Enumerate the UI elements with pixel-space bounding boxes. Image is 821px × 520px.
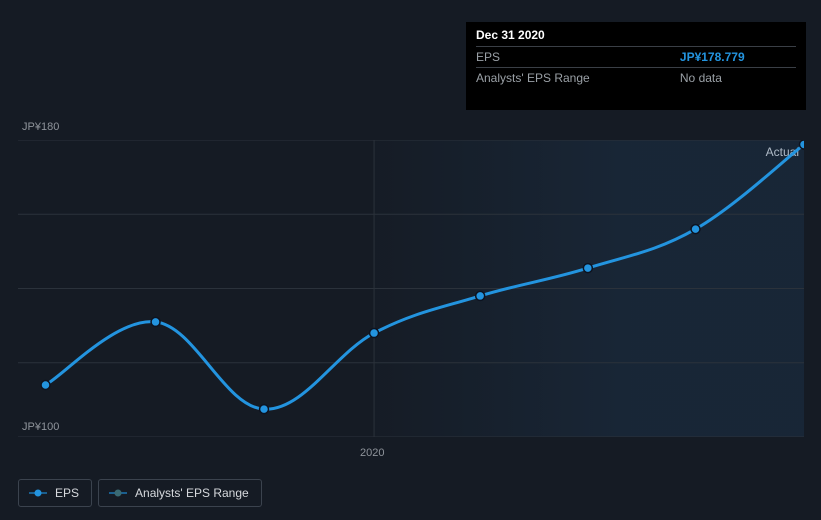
x-axis-label: 2020 — [360, 447, 384, 459]
tooltip-row-value: No data — [680, 68, 796, 89]
tooltip-row: Analysts' EPS Range No data — [476, 68, 796, 89]
legend-item-analysts-range[interactable]: Analysts' EPS Range — [98, 479, 262, 507]
y-axis-label-max: JP¥180 — [22, 121, 59, 133]
chart-tooltip: Dec 31 2020 EPS JP¥178.779 Analysts' EPS… — [466, 22, 806, 110]
legend-swatch-icon — [109, 488, 127, 498]
tooltip-row: EPS JP¥178.779 — [476, 47, 796, 68]
legend-item-label: Analysts' EPS Range — [135, 486, 249, 500]
tooltip-row-label: Analysts' EPS Range — [476, 68, 680, 89]
chart-svg — [18, 140, 804, 437]
legend-swatch-icon — [29, 488, 47, 498]
tooltip-table: EPS JP¥178.779 Analysts' EPS Range No da… — [476, 46, 796, 88]
legend-item-eps[interactable]: EPS — [18, 479, 92, 507]
tooltip-row-value: JP¥178.779 — [680, 47, 796, 68]
eps-chart: Dec 31 2020 EPS JP¥178.779 Analysts' EPS… — [0, 0, 821, 520]
tooltip-date: Dec 31 2020 — [476, 28, 796, 46]
tooltip-row-label: EPS — [476, 47, 680, 68]
chart-legend: EPS Analysts' EPS Range — [18, 479, 262, 507]
chart-plot — [18, 140, 804, 437]
legend-item-label: EPS — [55, 486, 79, 500]
